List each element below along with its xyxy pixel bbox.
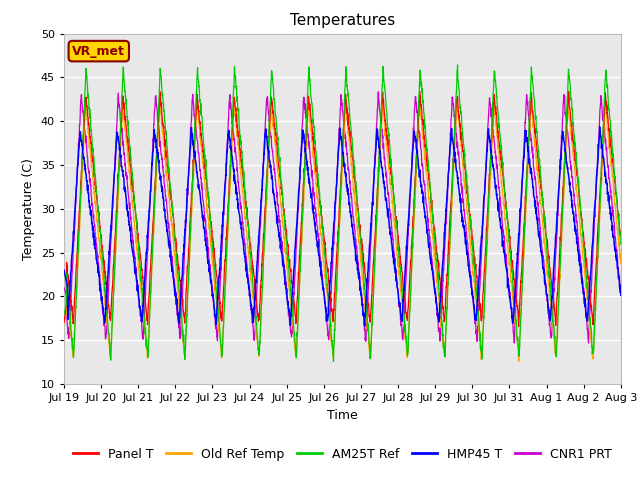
Legend: Panel T, Old Ref Temp, AM25T Ref, HMP45 T, CNR1 PRT: Panel T, Old Ref Temp, AM25T Ref, HMP45 …: [68, 443, 616, 466]
X-axis label: Time: Time: [327, 408, 358, 421]
Y-axis label: Temperature (C): Temperature (C): [22, 158, 35, 260]
Text: VR_met: VR_met: [72, 45, 125, 58]
Title: Temperatures: Temperatures: [290, 13, 395, 28]
